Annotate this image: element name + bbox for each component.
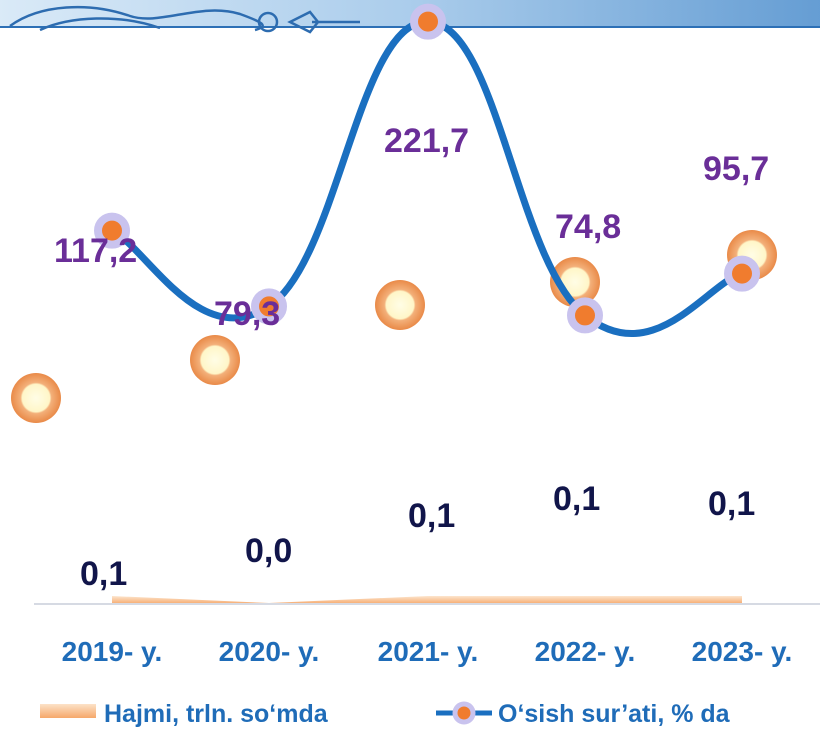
legend-swatch-volume (40, 704, 96, 718)
growth-data-label-1: 117,2 (54, 232, 137, 270)
x-tick-label-5: 2023- y. (692, 636, 793, 667)
volume-data-label-5: 0,1 (708, 485, 755, 523)
growth-data-label-3: 221,7 (384, 122, 469, 160)
volume-marker-3 (375, 280, 425, 330)
growth-point-4 (567, 297, 603, 334)
growth-point-1 (94, 212, 130, 249)
legend-label-growth: O‘sish sur’ati, % da (498, 700, 731, 728)
legend-label-volume: Hajmi, trln. so‘mda (104, 700, 329, 728)
volume-data-label-1: 0,1 (80, 555, 127, 593)
volume-series-area (112, 596, 742, 603)
volume-data-label-4: 0,1 (553, 480, 600, 518)
growth-series-line (108, 18, 746, 338)
x-tick-label-2: 2020- y. (219, 636, 320, 667)
growth-data-label-4: 74,8 (555, 208, 621, 246)
legend-swatch-growth-marker (452, 701, 476, 725)
scroll-flourish-ornament (9, 5, 360, 34)
x-tick-label-1: 2019- y. (62, 636, 163, 667)
legend: Hajmi, trln. so‘mda O‘sish sur’ati, % da (40, 700, 731, 728)
volume-data-label-3: 0,1 (408, 497, 455, 535)
growth-point-3 (410, 3, 446, 40)
growth-point-2 (251, 288, 287, 325)
volume-marker-2 (190, 335, 240, 385)
growth-data-label-2: 79,3 (214, 295, 280, 333)
x-tick-label-4: 2022- y. (535, 636, 636, 667)
volume-marker-1 (11, 373, 61, 423)
x-tick-label-3: 2021- y. (378, 636, 479, 667)
growth-point-5 (724, 255, 760, 292)
volume-data-label-2: 0,0 (245, 532, 292, 570)
growth-data-label-5: 95,7 (703, 150, 769, 188)
